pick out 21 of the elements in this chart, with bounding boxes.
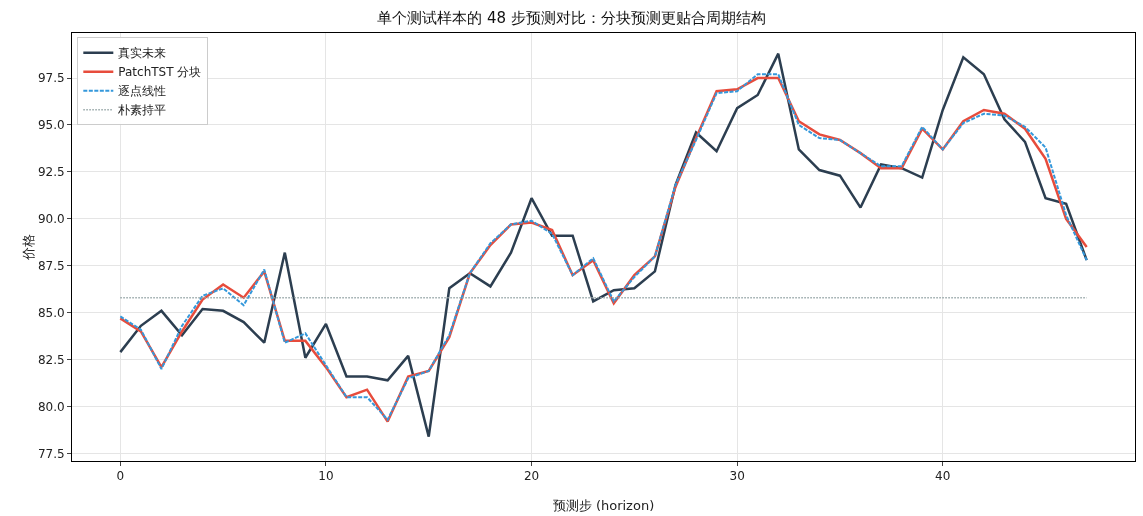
- x-tick-label: 40: [935, 469, 951, 484]
- x-tick-label: 20: [523, 469, 540, 484]
- legend-label: PatchTST 分块: [118, 65, 202, 80]
- chart-title: 单个测试样本的 48 步预测对比：分块预测更贴合周期结构: [377, 9, 766, 28]
- y-tick-label: 77.5: [37, 446, 65, 461]
- y-tick-label: 85.0: [37, 305, 65, 320]
- x-axis-title: 预测步 (horizon): [552, 498, 655, 513]
- x-tick-label: 0: [116, 469, 125, 484]
- legend-label: 朴素持平: [117, 103, 167, 118]
- y-tick-label: 90.0: [37, 212, 65, 227]
- x-tick-label: 10: [318, 469, 334, 484]
- y-tick-label: 82.5: [37, 352, 65, 367]
- y-tick-label: 80.0: [37, 399, 65, 414]
- y-tick-label: 97.5: [37, 71, 65, 86]
- legend-label: 真实未来: [118, 46, 167, 61]
- y-axis-title: 价格: [20, 234, 36, 261]
- x-tick-label: 30: [729, 469, 745, 484]
- y-tick-label: 92.5: [37, 165, 65, 180]
- y-tick-label: 87.5: [37, 258, 65, 273]
- legend-label: 逐点线性: [118, 84, 167, 99]
- y-tick-label: 95.0: [37, 118, 65, 133]
